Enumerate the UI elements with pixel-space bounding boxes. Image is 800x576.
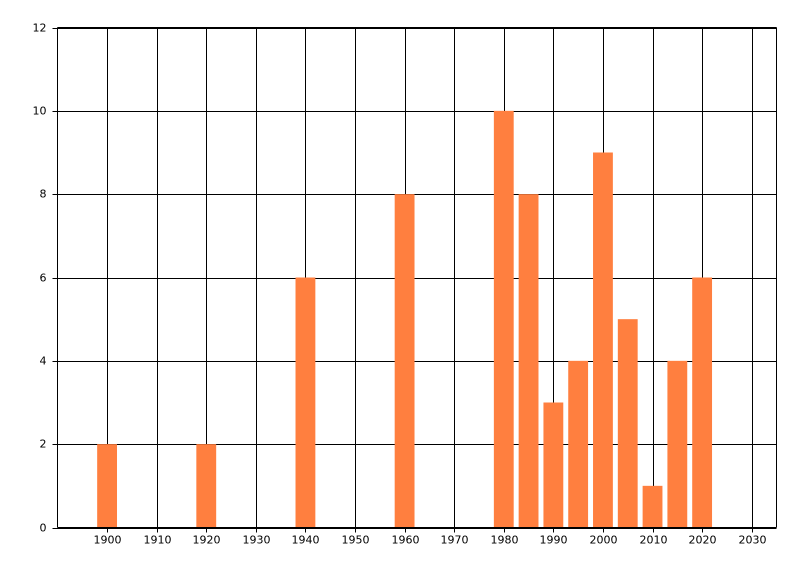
bar	[593, 152, 613, 528]
bar	[617, 319, 638, 528]
bar	[543, 402, 564, 528]
x-tick-label: 1990	[540, 534, 568, 547]
x-tick-label: 2000	[590, 534, 618, 547]
bar	[493, 110, 514, 528]
x-tick-label: 2030	[739, 534, 767, 547]
bar	[568, 360, 589, 528]
bar	[295, 277, 316, 528]
bar	[642, 485, 663, 528]
x-tick-label: 1980	[491, 534, 519, 547]
y-tick-label: 10	[33, 105, 47, 118]
bar	[692, 277, 713, 528]
y-tick-label: 0	[40, 522, 47, 535]
layer	[97, 110, 713, 528]
x-tick-label: 1910	[144, 534, 172, 547]
y-tick-label: 2	[40, 438, 47, 451]
x-tick-label: 1900	[94, 534, 122, 547]
x-tick-label: 1920	[193, 534, 221, 547]
y-tick-label: 4	[40, 355, 47, 368]
x-tick-label: 1930	[243, 534, 271, 547]
bar	[196, 444, 217, 528]
x-tick-label: 1960	[392, 534, 420, 547]
bar	[518, 194, 539, 528]
x-tick-label: 2020	[689, 534, 717, 547]
y-tick-label: 12	[33, 22, 47, 35]
bar	[667, 360, 688, 528]
bar	[97, 444, 118, 528]
x-tick-label: 1950	[342, 534, 370, 547]
x-tick-label: 1970	[441, 534, 469, 547]
x-tick-label: 1940	[292, 534, 320, 547]
x-tick-label: 2010	[640, 534, 668, 547]
bar	[394, 194, 415, 528]
y-tick-label: 6	[40, 272, 47, 285]
layer: 0 2 4 6 8 10 12 1900 1910 1920 1930 1940 1950 1960 197…	[33, 22, 777, 547]
y-tick-label: 8	[40, 188, 47, 201]
